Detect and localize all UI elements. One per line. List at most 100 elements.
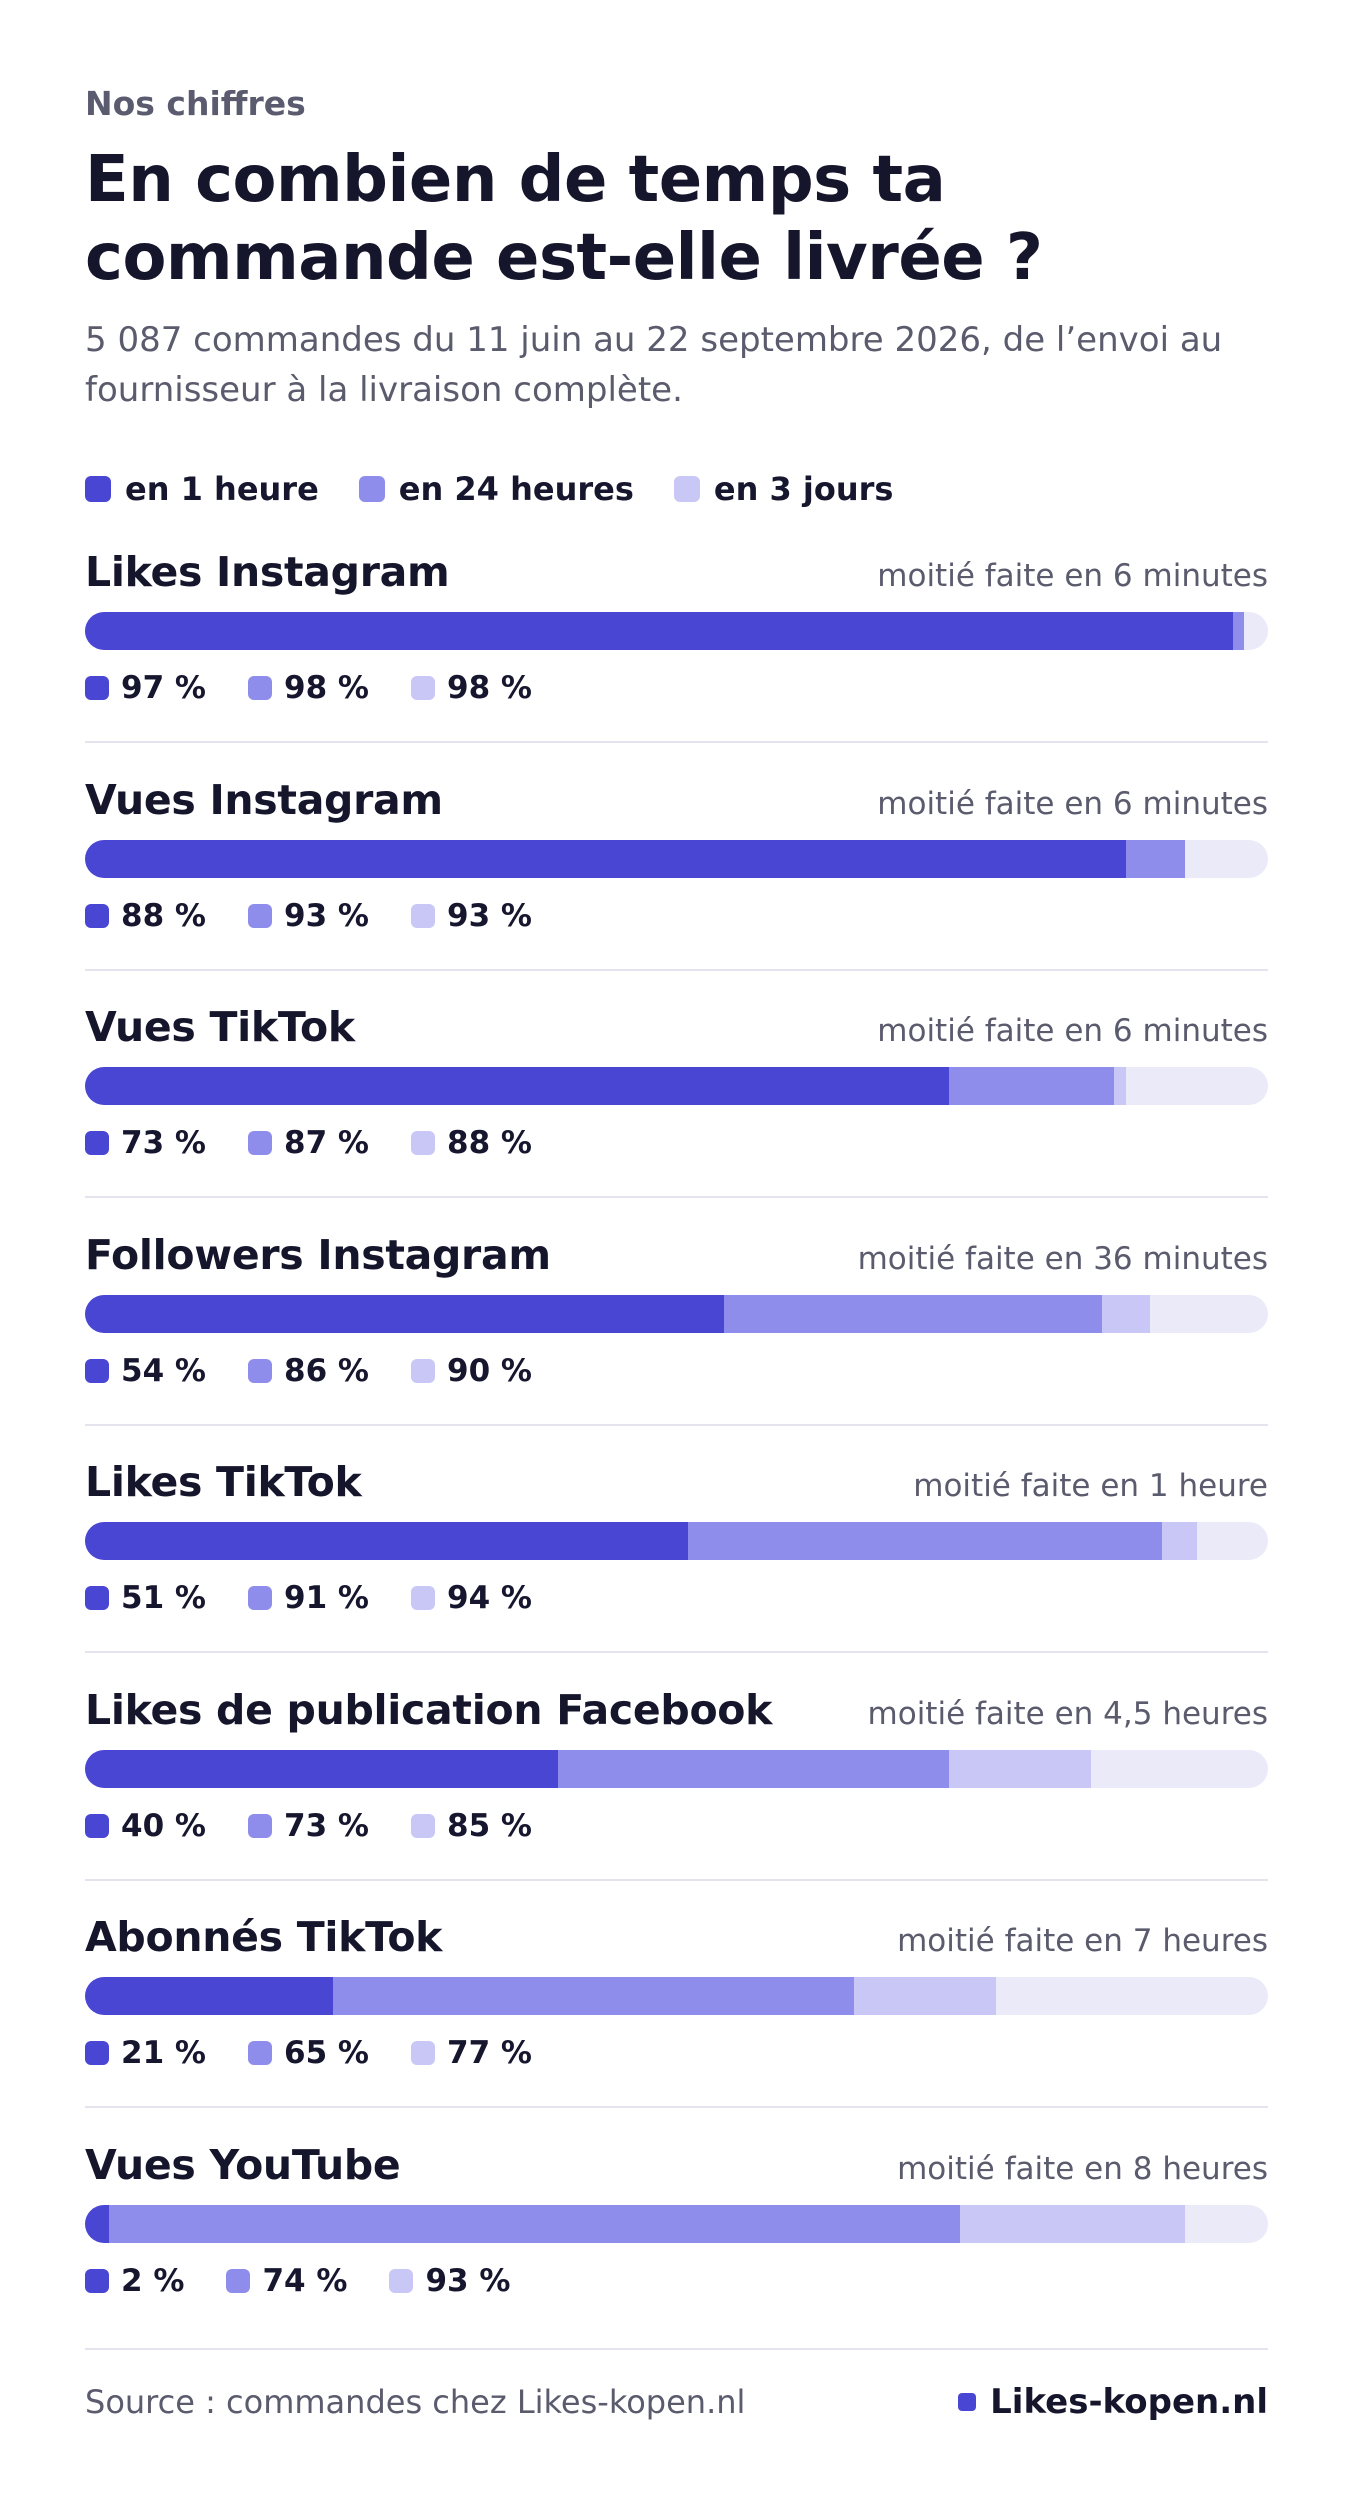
progress-bar	[85, 1067, 1268, 1105]
bar-segment-24h	[333, 1977, 854, 2015]
value-label-24h: 65 %	[248, 2035, 369, 2071]
value-swatch-3d	[411, 1131, 435, 1155]
progress-bar	[85, 1522, 1268, 1560]
legend-item-3d: en 3 jours	[673, 470, 893, 508]
bar-segment-1h	[85, 1295, 724, 1333]
bar-segment-3d	[1102, 1295, 1150, 1333]
kicker: Nos chiffres	[85, 84, 306, 123]
row-header: Vues YouTube moitié faite en 8 heures	[85, 2141, 1268, 2189]
row-divider	[85, 1651, 1268, 1653]
row-divider	[85, 2106, 1268, 2108]
row-title: Vues YouTube	[85, 2141, 401, 2189]
value-text-24h: 93 %	[284, 898, 369, 934]
value-swatch-24h	[248, 1586, 272, 1610]
row-median-note: moitié faite en 1 heure	[913, 1468, 1268, 1504]
bar-segment-24h	[1232, 612, 1245, 650]
bar-segment-24h	[1126, 840, 1186, 878]
footer: Source : commandes chez Likes-kopen.nl L…	[85, 2382, 1268, 2422]
bar-segment-1h	[85, 612, 1233, 650]
legend-label-24h: en 24 heures	[398, 470, 634, 508]
value-text-24h: 74 %	[262, 2263, 348, 2299]
subtitle-line-1: 5 087 commandes du 11 juin au 22 septemb…	[85, 320, 1223, 360]
value-text-24h: 65 %	[284, 2035, 369, 2071]
row-title: Vues TikTok	[85, 1003, 355, 1051]
value-swatch-24h	[248, 676, 272, 700]
bar-segment-24h	[948, 1067, 1115, 1105]
value-swatch-1h	[85, 1586, 109, 1610]
bar-segment-1h	[85, 1750, 559, 1788]
value-label-24h: 91 %	[248, 1580, 369, 1616]
value-text-3d: 77 %	[447, 2035, 532, 2071]
row-header: Likes TikTok moitié faite en 1 heure	[85, 1458, 1268, 1506]
value-label-3d: 93 %	[411, 898, 532, 934]
value-label-24h: 74 %	[226, 2263, 347, 2299]
progress-bar	[85, 2205, 1268, 2243]
value-text-24h: 91 %	[284, 1580, 369, 1616]
brand-label: Likes-kopen.nl	[990, 2382, 1268, 2422]
value-text-1h: 54 %	[121, 1353, 206, 1389]
row-median-note: moitié faite en 8 heures	[897, 2151, 1268, 2187]
row-values: 2 % 74 % 93 %	[85, 2261, 552, 2301]
chart-row: Followers Instagram moitié faite en 36 mi…	[85, 1215, 1268, 1442]
value-label-3d: 93 %	[389, 2263, 510, 2299]
chart-row: Likes TikTok moitié faite en 1 heure 51 % 9…	[85, 1442, 1268, 1669]
progress-bar	[85, 840, 1268, 878]
value-text-1h: 2 %	[121, 2263, 185, 2299]
bar-segment-1h	[85, 1067, 949, 1105]
legend-item-1h: en 1 heure	[85, 470, 319, 508]
row-divider	[85, 969, 1268, 971]
value-text-3d: 93 %	[447, 898, 532, 934]
brand[interactable]: Likes-kopen.nl	[958, 2382, 1268, 2422]
value-swatch-24h	[248, 1359, 272, 1383]
value-text-24h: 86 %	[284, 1353, 369, 1389]
footer-divider	[85, 2348, 1268, 2350]
value-text-24h: 73 %	[284, 1808, 369, 1844]
value-text-3d: 94 %	[447, 1580, 532, 1616]
row-median-note: moitié faite en 6 minutes	[877, 1013, 1268, 1049]
value-swatch-24h	[248, 1814, 272, 1838]
value-label-24h: 86 %	[248, 1353, 369, 1389]
value-swatch-1h	[85, 2269, 109, 2293]
value-label-3d: 77 %	[411, 2035, 532, 2071]
value-label-3d: 94 %	[411, 1580, 532, 1616]
row-median-note: moitié faite en 4,5 heures	[867, 1696, 1268, 1732]
value-text-3d: 90 %	[447, 1353, 532, 1389]
legend-swatch-24h	[358, 476, 385, 502]
value-text-1h: 97 %	[121, 670, 206, 706]
value-label-1h: 51 %	[85, 1580, 206, 1616]
bar-segment-3d	[1114, 1067, 1127, 1105]
row-median-note: moitié faite en 36 minutes	[857, 1241, 1268, 1277]
value-label-1h: 40 %	[85, 1808, 206, 1844]
title-line-1: En combien de temps ta	[85, 143, 946, 217]
value-label-1h: 54 %	[85, 1353, 206, 1389]
value-label-24h: 98 %	[248, 670, 369, 706]
legend: en 1 heure en 24 heures en 3 jours	[85, 469, 1265, 509]
bar-segment-3d	[948, 1750, 1091, 1788]
legend-swatch-1h	[85, 476, 111, 502]
value-label-24h: 93 %	[248, 898, 369, 934]
value-swatch-3d	[389, 2269, 414, 2293]
row-header: Abonnés TikTok moitié faite en 7 heures	[85, 1913, 1268, 1961]
value-label-24h: 87 %	[248, 1125, 369, 1161]
bar-segment-1h	[85, 840, 1127, 878]
value-swatch-24h	[248, 904, 272, 928]
row-median-note: moitié faite en 6 minutes	[877, 558, 1268, 594]
value-swatch-1h	[85, 676, 109, 700]
source-note: Source : commandes chez Likes-kopen.nl	[85, 2383, 746, 2421]
progress-bar	[85, 612, 1268, 650]
row-title: Likes TikTok	[85, 1458, 362, 1506]
row-divider	[85, 1424, 1268, 1426]
value-label-24h: 73 %	[248, 1808, 369, 1844]
bar-segment-1h	[85, 2205, 109, 2243]
legend-swatch-3d	[673, 476, 700, 502]
value-label-3d: 98 %	[411, 670, 532, 706]
value-label-3d: 88 %	[411, 1125, 532, 1161]
row-divider	[85, 1879, 1268, 1881]
row-median-note: moitié faite en 7 heures	[897, 1923, 1268, 1959]
row-divider	[85, 1196, 1268, 1198]
row-values: 40 % 73 % 85 %	[85, 1806, 574, 1846]
row-title: Likes Instagram	[85, 548, 450, 596]
value-swatch-1h	[85, 2041, 109, 2065]
row-values: 54 % 86 % 90 %	[85, 1351, 574, 1391]
